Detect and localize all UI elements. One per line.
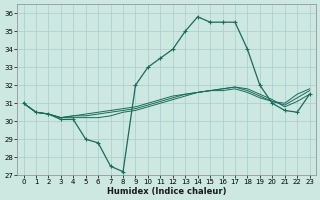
X-axis label: Humidex (Indice chaleur): Humidex (Indice chaleur) (107, 187, 226, 196)
